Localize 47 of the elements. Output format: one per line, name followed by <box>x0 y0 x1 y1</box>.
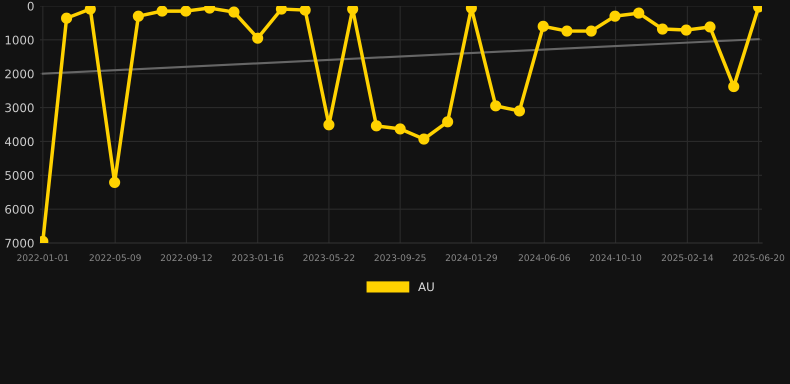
point <box>394 123 406 134</box>
y-tick-label: 0 <box>28 2 34 11</box>
point <box>276 6 287 15</box>
point <box>347 6 358 15</box>
point <box>728 81 740 92</box>
x-tick-label: 2022-05-09 <box>90 254 141 262</box>
point <box>680 24 692 36</box>
point <box>704 21 716 33</box>
point <box>156 6 168 17</box>
point <box>514 105 526 117</box>
y-tick-label: 7000 <box>5 238 34 248</box>
y-tick-label: 5000 <box>5 171 34 180</box>
point <box>84 6 96 15</box>
point <box>180 6 192 17</box>
point <box>300 6 311 16</box>
x-tick-label: 2024-10-10 <box>590 254 642 262</box>
x-tick-label: 2022-01-01 <box>17 254 68 262</box>
y-tick-label: 1000 <box>6 36 34 45</box>
point <box>633 8 644 19</box>
y-tick-label: 4000 <box>4 137 34 146</box>
y-tick-label: 2000 <box>5 69 34 78</box>
point <box>538 20 549 32</box>
point <box>609 10 621 22</box>
x-tick-label: 2023-01-16 <box>232 254 284 262</box>
x-tick-label: 2023-05-22 <box>303 254 354 262</box>
x-tick-label: 2024-01-29 <box>446 254 497 262</box>
point <box>228 6 240 18</box>
point <box>561 26 572 37</box>
point <box>490 100 502 112</box>
point <box>61 12 72 24</box>
x-tick-label: 2023-09-25 <box>374 254 426 262</box>
point <box>252 32 264 44</box>
point <box>418 134 430 145</box>
point <box>656 23 668 35</box>
point <box>586 26 597 37</box>
x-tick-label: 2024-06-06 <box>518 254 570 262</box>
point <box>109 176 120 188</box>
point <box>323 119 334 130</box>
y-tick-label: 3000 <box>5 103 34 112</box>
x-tick-label: 2022-09-12 <box>160 254 212 262</box>
legend-label: AU <box>418 282 434 292</box>
point <box>442 116 454 128</box>
y-tick-label: 6000 <box>5 204 34 214</box>
point <box>132 10 144 22</box>
point <box>370 120 382 132</box>
x-tick-label: 2025-02-14 <box>662 254 714 262</box>
x-tick-label: 2025-06-20 <box>733 254 784 262</box>
